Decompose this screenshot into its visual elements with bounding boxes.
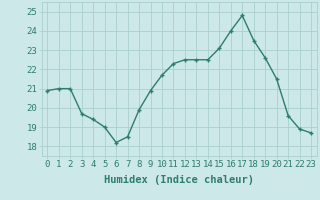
X-axis label: Humidex (Indice chaleur): Humidex (Indice chaleur) [104, 175, 254, 185]
